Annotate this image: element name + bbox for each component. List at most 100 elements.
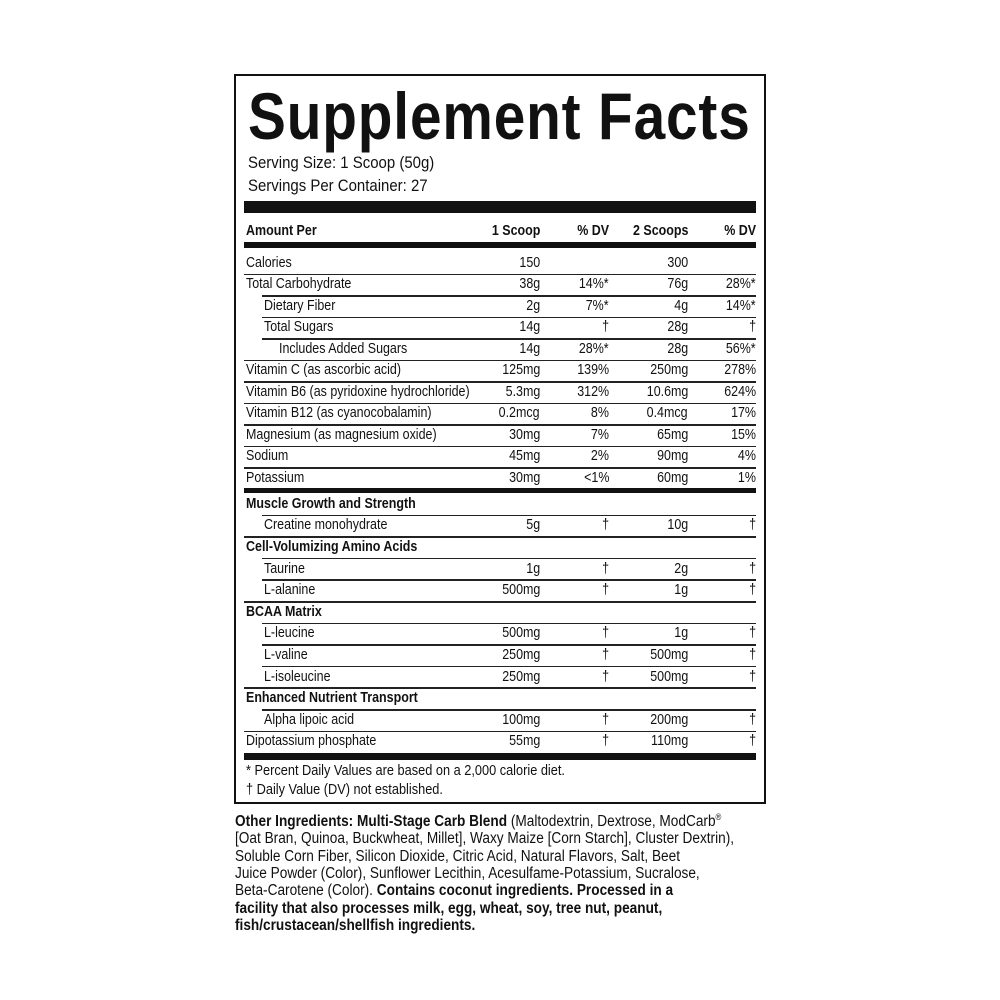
dv-1-scoop: † <box>602 625 609 642</box>
nutrient-row: L-valine 250mg † 500mg † <box>236 644 764 666</box>
nutrient-name-cell: Taurine <box>264 558 312 580</box>
dv-2-scoops-cell: † <box>748 515 756 537</box>
nutrient-name-cell: Creatine monohydrate <box>264 515 407 537</box>
amount-1-scoop-cell: 1g <box>524 558 540 580</box>
nutrient-name-cell: BCAA Matrix <box>246 601 334 623</box>
nutrient-name-cell: Total Carbohydrate <box>246 274 369 296</box>
dv-2-scoops-cell: 14%* <box>721 295 756 317</box>
ingredients-text: Beta-Carotene (Color). <box>235 882 377 900</box>
section-header-row: BCAA Matrix <box>236 601 764 623</box>
nutrient-name: Total Sugars <box>264 319 334 336</box>
amount-1-scoop: 250mg <box>501 668 540 685</box>
nutrient-name-cell: Alpha lipoic acid <box>264 709 369 731</box>
amount-2-scoops: 0.4mcg <box>647 405 688 422</box>
dv-2-scoops: † <box>749 646 756 663</box>
registered-mark: ® <box>715 812 722 822</box>
dv-2-scoops: 1% <box>737 469 756 486</box>
section-header-row: Muscle Growth and Strength <box>236 493 764 515</box>
amount-2-scoops-cell: 28g <box>664 317 688 339</box>
dv-2-scoops-cell: 17% <box>727 403 756 425</box>
nutrient-name-cell: Dipotassium phosphate <box>246 731 398 753</box>
dv-2-scoops-cell: 1% <box>735 467 756 489</box>
nutrient-row: Sodium 45mg 2% 90mg 4% <box>236 445 764 468</box>
amount-1-scoop-cell: 5g <box>524 515 540 537</box>
nutrient-row: Vitamin B6 (as pyridoxine hydrochloride)… <box>236 381 764 403</box>
ingredients-text: fish/crustacean/shellfish ingredients. <box>235 916 476 934</box>
nutrient-name: Creatine monohydrate <box>264 517 388 534</box>
amount-2-scoops-cell: 0.4mcg <box>640 403 688 425</box>
amount-1-scoop-cell: 500mg <box>496 623 540 645</box>
row-divider <box>262 709 756 711</box>
dv-2-scoops: 14%* <box>726 297 756 314</box>
row-divider <box>244 359 756 361</box>
dv-1-scoop: <1% <box>583 469 609 486</box>
amount-2-scoops: 500mg <box>649 668 688 685</box>
dv-2-scoops-cell: † <box>748 731 756 753</box>
amount-1-scoop: 14g <box>519 319 540 336</box>
row-divider <box>262 622 756 625</box>
amount-2-scoops: 1g <box>674 582 688 599</box>
amount-1-scoop-cell: 250mg <box>496 666 540 688</box>
nutrient-name: Taurine <box>264 560 305 577</box>
row-divider <box>262 316 756 318</box>
dv-2-scoops-cell: 28%* <box>721 274 756 296</box>
nutrient-name: Vitamin B12 (as cyanocobalamin) <box>246 405 432 422</box>
amount-2-scoops: 90mg <box>656 448 688 465</box>
amount-1-scoop: 100mg <box>501 711 540 728</box>
dv-1-scoop-cell: † <box>601 317 609 339</box>
dv-1-scoop: † <box>602 646 609 663</box>
panel-title: Supplement Facts <box>248 79 751 153</box>
nutrient-row: L-alanine 500mg † 1g † <box>236 579 764 601</box>
amount-1-scoop: 5.3mg <box>505 383 540 400</box>
nutrient-name: Dietary Fiber <box>264 297 336 314</box>
amount-2-scoops-cell: 1g <box>672 579 688 601</box>
nutrient-name: Magnesium (as magnesium oxide) <box>246 426 437 443</box>
ingredients-text: Soluble Corn Fiber, Silicon Dioxide, Cit… <box>235 847 681 865</box>
amount-2-scoops-cell: 76g <box>664 274 688 296</box>
ingredients-line: Soluble Corn Fiber, Silicon Dioxide, Cit… <box>235 848 710 865</box>
amount-1-scoop-cell: 0.2mcg <box>492 403 540 425</box>
dv-1-scoop: 139% <box>577 362 609 379</box>
dv-1-scoop: 2% <box>590 448 609 465</box>
dv-2-scoops-cell: † <box>748 623 756 645</box>
thick-divider <box>244 753 756 760</box>
amount-1-scoop-cell: 55mg <box>504 731 540 753</box>
amount-1-scoop: 125mg <box>501 362 540 379</box>
nutrient-row: Taurine 1g † 2g † <box>236 557 764 580</box>
amount-1-scoop: 5g <box>526 517 540 534</box>
dv-1-scoop: † <box>602 560 609 577</box>
dv-1-scoop-cell: † <box>601 558 609 580</box>
dv-1-scoop-cell: <1% <box>580 467 609 489</box>
dv-1-scoop-cell: 7%* <box>582 295 609 317</box>
ingredients-line: fish/crustacean/shellfish ingredients. <box>235 917 710 934</box>
dv-1-scoop: † <box>602 517 609 534</box>
section-header-row: Enhanced Nutrient Transport <box>236 687 764 709</box>
nutrient-row: Dietary Fiber 2g 7%* 4g 14%* <box>236 295 764 317</box>
row-divider <box>244 424 756 426</box>
amount-2-scoops: 250mg <box>649 362 688 379</box>
nutrient-name-cell: Sodium <box>246 446 295 468</box>
amount-2-scoops-cell: 10g <box>664 515 688 537</box>
serving-size: Serving Size: 1 Scoop (50g) <box>248 153 435 172</box>
nutrient-name: L-isoleucine <box>264 668 331 685</box>
row-divider <box>244 601 756 603</box>
dv-2-scoops-cell: † <box>748 709 756 731</box>
amount-2-scoops-cell: 500mg <box>644 644 688 666</box>
amount-1-scoop-cell: 14g <box>516 338 540 360</box>
nutrient-name: BCAA Matrix <box>246 603 322 620</box>
dv-1-scoop: 14%* <box>579 276 609 293</box>
amount-2-scoops: 10.6mg <box>646 383 688 400</box>
amount-2-scoops: 110mg <box>650 733 688 750</box>
other-ingredients: Other Ingredients: Multi-Stage Carb Blen… <box>235 809 775 934</box>
row-divider <box>262 514 756 517</box>
dv-1-scoop: † <box>602 711 609 728</box>
row-divider <box>244 467 756 469</box>
nutrient-row: Total Sugars 14g † 28g † <box>236 316 764 339</box>
dv-1-scoop-cell: 28%* <box>574 338 609 360</box>
dv-2-scoops: † <box>749 319 756 336</box>
dv-1-scoop: 7% <box>590 426 609 443</box>
footnote-dv-not-established: † Daily Value (DV) not established. <box>246 782 443 798</box>
row-divider <box>244 273 756 275</box>
amount-2-scoops-cell: 200mg <box>644 709 688 731</box>
ingredients-text: [Oat Bran, Quinoa, Buckwheat, Millet], W… <box>235 830 735 848</box>
